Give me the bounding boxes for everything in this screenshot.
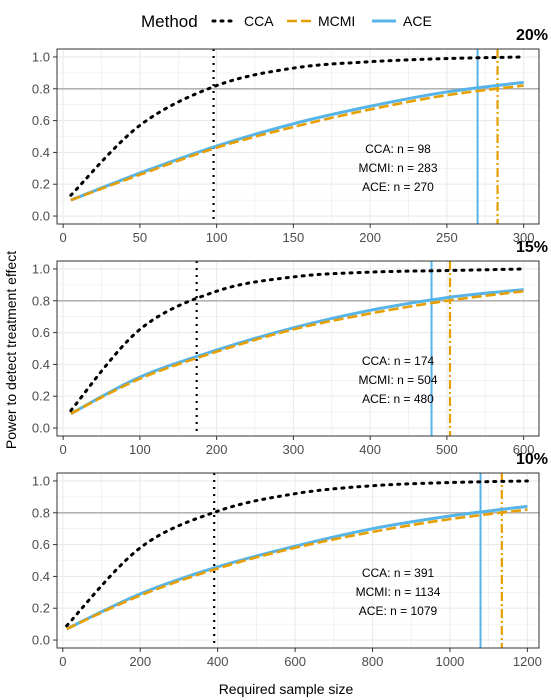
y-tick-label: 0.4: [32, 357, 50, 372]
panel-1: CCA: n = 98 MCMI: n = 283 ACE: n = 270 20% 0…: [32, 27, 548, 245]
x-tick-label: 50: [133, 230, 147, 245]
panel-label: 15%: [516, 239, 548, 256]
x-tick-label: 200: [206, 442, 228, 457]
y-tick-label: 1.0: [32, 49, 50, 64]
series-line-mcmi: [70, 289, 524, 415]
x-tick-label: 0: [59, 654, 66, 669]
series-line-mcmi: [66, 508, 528, 631]
annotation-2: MCMI: n = 1134: [356, 585, 441, 599]
y-tick-label: 0.6: [32, 113, 50, 128]
series-line-ace: [70, 80, 524, 202]
y-tick-label: 0.6: [32, 325, 50, 340]
y-tick-label: 0.4: [32, 145, 50, 160]
legend-label-ace: ACE: [403, 13, 432, 29]
panel-border: [56, 260, 540, 437]
series-line-ace: [66, 504, 528, 631]
legend-title: Method: [141, 12, 198, 31]
y-tick-label: 0.0: [32, 209, 50, 224]
y-tick-label: 0.2: [32, 601, 50, 616]
panel-label: 20%: [516, 27, 548, 44]
x-tick-label: 250: [436, 230, 458, 245]
y-tick-label: 0.6: [32, 537, 50, 552]
y-axis-title: Power to detect treatment effect: [3, 251, 19, 449]
series-line-ace: [70, 288, 524, 416]
plot-area: [65, 473, 529, 648]
series-line-cca: [69, 267, 526, 413]
annotation-2: MCMI: n = 283: [358, 161, 437, 175]
x-tick-label: 100: [206, 230, 228, 245]
plot-area: [69, 49, 526, 224]
y-tick-label: 1.0: [32, 473, 50, 488]
x-tick-label: 0: [60, 442, 67, 457]
x-tick-label: 600: [513, 442, 535, 457]
series-line-cca: [69, 55, 526, 197]
panel-2: CCA: n = 174 MCMI: n = 504 ACE: n = 480 15%…: [32, 239, 548, 457]
legend: Method CCA MCMI ACE: [141, 12, 432, 31]
y-tick-label: 0.8: [32, 505, 50, 520]
panel-border: [56, 48, 540, 225]
annotation-1: CCA: n = 98: [365, 142, 431, 156]
panel-3: CCA: n = 391 MCMI: n = 1134 ACE: n = 1079 1…: [32, 451, 548, 669]
y-tick-label: 0.8: [32, 81, 50, 96]
x-tick-label: 600: [284, 654, 306, 669]
x-tick-label: 1000: [435, 654, 464, 669]
y-tick-label: 0.0: [32, 421, 50, 436]
x-tick-label: 200: [129, 654, 151, 669]
series-line-mcmi: [70, 84, 524, 202]
y-tick-label: 0.2: [32, 389, 50, 404]
y-tick-label: 1.0: [32, 261, 50, 276]
y-tick-label: 0.0: [32, 633, 50, 648]
annotation-3: ACE: n = 480: [362, 392, 434, 406]
x-tick-label: 400: [207, 654, 229, 669]
panels: CCA: n = 98 MCMI: n = 283 ACE: n = 270 20% 0…: [32, 27, 548, 669]
panel-border: [56, 472, 540, 649]
annotation-3: ACE: n = 270: [362, 180, 434, 194]
y-tick-label: 0.2: [32, 177, 50, 192]
x-tick-label: 400: [359, 442, 381, 457]
x-axis-title: Required sample size: [219, 681, 354, 697]
panel-label: 10%: [516, 451, 548, 468]
annotation-1: CCA: n = 391: [362, 566, 435, 580]
x-tick-label: 100: [129, 442, 151, 457]
x-tick-label: 300: [513, 230, 535, 245]
x-tick-label: 300: [283, 442, 305, 457]
annotation-3: ACE: n = 1079: [359, 604, 438, 618]
x-tick-label: 800: [362, 654, 384, 669]
annotation-1: CCA: n = 174: [362, 354, 435, 368]
annotation-2: MCMI: n = 504: [358, 373, 437, 387]
legend-label-cca: CCA: [244, 13, 274, 29]
x-tick-label: 0: [60, 230, 67, 245]
y-tick-label: 0.8: [32, 293, 50, 308]
x-tick-label: 150: [283, 230, 305, 245]
legend-label-mcmi: MCMI: [318, 13, 355, 29]
plot-area: [69, 261, 526, 436]
x-tick-label: 500: [436, 442, 458, 457]
x-tick-label: 1200: [513, 654, 542, 669]
x-tick-label: 200: [359, 230, 381, 245]
y-tick-label: 0.4: [32, 569, 50, 584]
